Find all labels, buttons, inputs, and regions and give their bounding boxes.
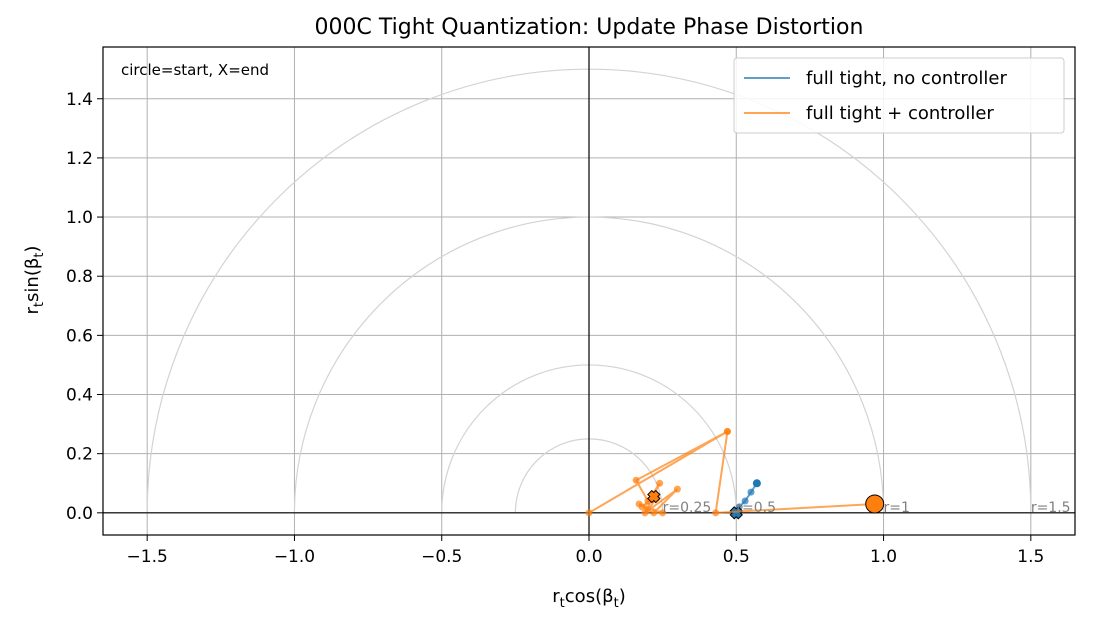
y-tick-label: 1.0 xyxy=(66,208,93,228)
x-tick-label: −0.5 xyxy=(421,547,462,567)
data-point xyxy=(585,509,593,517)
chart-title: 000C Tight Quantization: Update Phase Di… xyxy=(315,15,864,40)
start-end-note: circle=start, X=end xyxy=(121,61,269,79)
x-tick-label: 0.5 xyxy=(723,547,750,567)
legend-box xyxy=(733,57,1065,134)
legend-label-controller: full tight + controller xyxy=(806,103,994,124)
data-point xyxy=(632,476,640,484)
y-tick-label: 0.2 xyxy=(66,445,93,465)
data-point xyxy=(656,479,664,487)
reference-circle-label: r=1.5 xyxy=(1031,500,1071,516)
y-ticks: 0.0 0.2 0.4 0.6 0.8 1.0 1.2 1.4 xyxy=(66,90,103,524)
data-point xyxy=(638,503,646,511)
data-point xyxy=(644,506,652,514)
reference-circle-label: r=0.25 xyxy=(663,500,712,516)
y-tick-label: 1.2 xyxy=(66,149,93,169)
end-marker xyxy=(647,489,661,504)
series-group xyxy=(585,427,885,520)
x-axis-label: rtcos(βt) xyxy=(552,586,625,611)
data-point xyxy=(712,509,720,517)
end-marker xyxy=(729,506,743,520)
y-tick-label: 0.0 xyxy=(66,504,93,524)
data-point xyxy=(723,427,731,435)
start-marker xyxy=(752,479,761,488)
series-1 xyxy=(585,427,885,517)
legend-label-no-controller: full tight, no controller xyxy=(806,68,1007,89)
data-point xyxy=(747,488,755,496)
x-tick-label: −1.5 xyxy=(127,547,168,567)
y-tick-label: 0.8 xyxy=(66,267,93,287)
legend: full tight, no controller full tight + c… xyxy=(733,57,1065,134)
y-axis-label: rtsin(βt) xyxy=(22,246,47,315)
reference-circle-labels: r=0.25 r=0.5 r=1 r=1.5 xyxy=(663,500,1071,516)
reference-circle-label: r=0.5 xyxy=(736,500,776,516)
data-point xyxy=(741,497,749,505)
x-tick-label: 1.5 xyxy=(1017,547,1044,567)
data-point xyxy=(650,509,658,517)
start-marker xyxy=(865,494,885,514)
data-point xyxy=(673,485,681,493)
x-ticks: −1.5 −1.0 −0.5 0.0 0.5 1.0 1.5 xyxy=(127,535,1044,567)
y-tick-label: 0.4 xyxy=(66,386,93,406)
x-tick-label: −1.0 xyxy=(274,547,315,567)
data-point xyxy=(659,509,667,517)
x-tick-label: 0.0 xyxy=(575,547,602,567)
y-tick-label: 1.4 xyxy=(66,90,93,110)
series-0 xyxy=(729,479,761,520)
reference-circle-label: r=1 xyxy=(884,500,910,516)
y-tick-label: 0.6 xyxy=(66,326,93,346)
x-tick-label: 1.0 xyxy=(870,547,897,567)
series-line xyxy=(588,429,875,514)
